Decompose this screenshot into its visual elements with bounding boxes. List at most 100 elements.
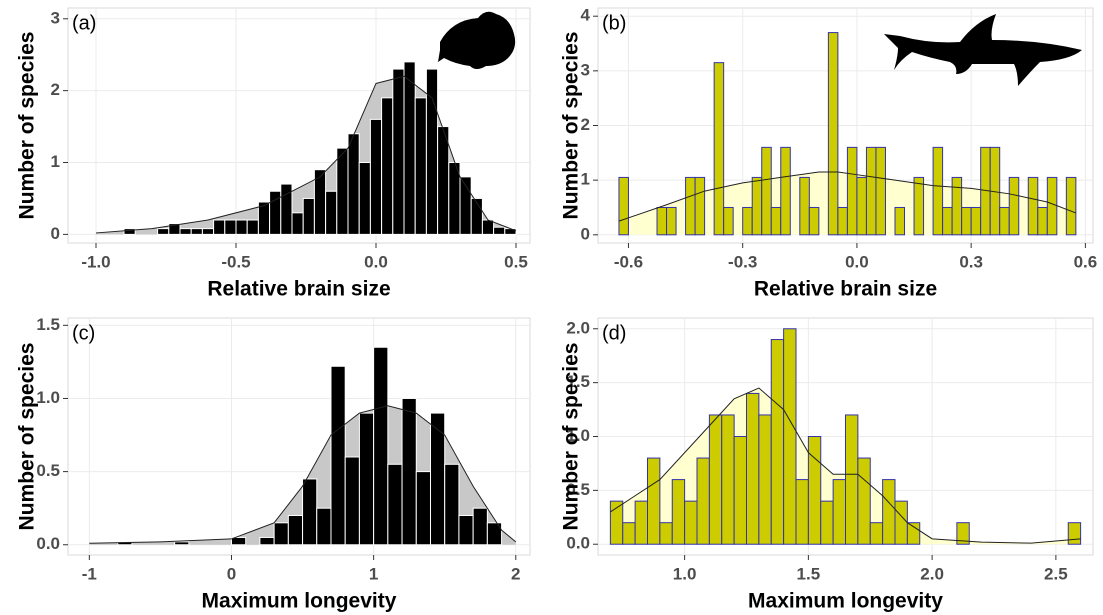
histogram-bar — [486, 522, 503, 546]
histogram-bar — [932, 146, 944, 236]
histogram-bar — [807, 436, 822, 545]
histogram-bar — [721, 414, 735, 545]
histogram-bar — [235, 219, 248, 235]
histogram-bar — [302, 197, 315, 235]
x-tick-label: -0.5 — [221, 252, 250, 271]
histogram-bar — [856, 176, 867, 236]
y-tick-label: 0.5 — [566, 480, 590, 499]
histogram-bar — [846, 146, 858, 236]
histogram-bar — [713, 62, 725, 236]
histogram-bar — [316, 507, 332, 546]
panel-label: (c) — [72, 322, 95, 344]
histogram-bar — [458, 515, 474, 546]
panel-label: (a) — [72, 12, 96, 34]
histogram-bar — [857, 457, 871, 545]
histogram-bar — [685, 176, 696, 236]
histogram-bar — [723, 206, 734, 236]
histogram-bar — [865, 146, 877, 236]
histogram-bar — [751, 176, 763, 236]
histogram-bar — [401, 397, 417, 546]
x-tick-label: 0.0 — [845, 252, 869, 271]
y-axis-title: Number of species — [560, 343, 583, 531]
histogram-bar — [358, 412, 375, 546]
histogram-bar — [387, 463, 403, 546]
y-tick-label: 0.5 — [36, 461, 60, 480]
y-tick-label: 0 — [581, 224, 590, 243]
histogram-bar — [224, 219, 237, 235]
histogram-bar — [894, 206, 906, 236]
x-tick-label: 0 — [227, 564, 236, 583]
density-line — [95, 75, 517, 234]
x-tick-label: -1 — [82, 564, 97, 583]
histogram-bar — [845, 414, 859, 545]
histogram-bar — [618, 176, 629, 236]
y-tick-label: 2.0 — [566, 318, 590, 337]
histogram-bar — [437, 126, 450, 235]
histogram-bar — [117, 541, 133, 546]
histogram-bar — [1027, 176, 1039, 236]
histogram-bar — [913, 176, 925, 236]
histogram-bar — [1008, 176, 1020, 236]
density-line — [89, 405, 517, 544]
histogram-bar — [942, 206, 953, 236]
y-tick-label: 0.0 — [36, 534, 60, 553]
x-tick-label: 1.5 — [797, 564, 821, 583]
histogram-bar — [770, 339, 785, 545]
histogram-bar — [1037, 206, 1048, 236]
y-tick-label: 1.0 — [566, 426, 590, 445]
histogram-bar — [1067, 522, 1082, 545]
y-tick-label: 1 — [51, 152, 60, 171]
histogram-bar — [696, 457, 710, 545]
y-tick-label: 4 — [581, 6, 591, 25]
histogram-bar — [280, 183, 293, 235]
histogram-bar — [157, 228, 170, 235]
x-tick-label: 0.0 — [364, 252, 388, 271]
x-tick-label: 2.0 — [920, 564, 944, 583]
x-tick-label: 2.5 — [1044, 564, 1068, 583]
histogram-bar — [799, 176, 810, 236]
y-axis-title: Number of species — [16, 32, 39, 220]
histogram-bar — [999, 206, 1010, 236]
histogram-bar — [666, 206, 677, 236]
histogram-bar — [783, 328, 797, 545]
histogram-bar — [414, 97, 427, 235]
histogram-bar — [733, 436, 747, 545]
histogram-bar — [684, 500, 698, 545]
density-line — [618, 171, 1077, 222]
histogram-bar — [381, 97, 394, 235]
histogram-bar — [291, 212, 304, 235]
histogram-bar — [190, 228, 203, 235]
histogram-bar — [358, 162, 371, 235]
x-tick-label: -0.3 — [728, 252, 757, 271]
histogram-bar — [708, 414, 723, 545]
histogram-bar — [336, 147, 349, 235]
histogram-bar — [425, 68, 439, 235]
x-axis-title: Maximum longevity — [202, 590, 397, 613]
x-axis-title: Maximum longevity — [748, 590, 943, 613]
y-tick-label: 3 — [51, 8, 60, 27]
histogram-bar — [795, 479, 809, 545]
density-line — [610, 387, 1081, 544]
histogram-bar — [373, 346, 389, 546]
x-axis-title: Relative brain size — [207, 278, 390, 301]
y-tick-label: 1.5 — [566, 372, 590, 391]
histogram-bar — [273, 522, 289, 546]
y-tick-label: 2 — [51, 80, 60, 99]
histogram-bar — [761, 146, 772, 236]
histogram-bar — [1046, 176, 1058, 236]
histogram-bar — [780, 146, 791, 236]
histogram-bar — [472, 507, 488, 546]
panel-label: (d) — [602, 322, 626, 344]
histogram-bar — [246, 219, 259, 235]
x-tick-label: -1.0 — [81, 252, 110, 271]
histogram-bar — [970, 206, 982, 236]
histogram-bar — [820, 500, 834, 545]
histogram-bar — [470, 197, 483, 235]
histogram-bar — [201, 228, 215, 235]
histogram-bar — [647, 457, 661, 545]
histogram-bar — [634, 500, 648, 545]
histogram-bar — [1065, 176, 1077, 236]
histogram-bar — [123, 228, 136, 235]
